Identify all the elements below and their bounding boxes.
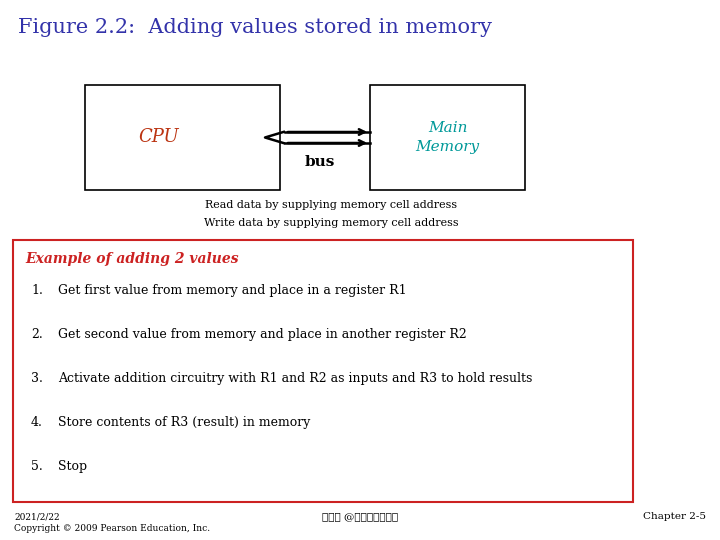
Text: CPU: CPU <box>139 129 179 146</box>
Text: Get second value from memory and place in another register R2: Get second value from memory and place i… <box>58 328 467 341</box>
Text: 2021/2/22
Copyright © 2009 Pearson Education, Inc.: 2021/2/22 Copyright © 2009 Pearson Educa… <box>14 512 210 533</box>
Text: Main
Memory: Main Memory <box>415 122 480 154</box>
Text: 3.: 3. <box>31 372 43 385</box>
Text: Figure 2.2:  Adding values stored in memory: Figure 2.2: Adding values stored in memo… <box>18 18 492 37</box>
Text: Store contents of R3 (result) in memory: Store contents of R3 (result) in memory <box>58 416 310 429</box>
Text: Activate addition circuitry with R1 and R2 as inputs and R3 to hold results: Activate addition circuitry with R1 and … <box>58 372 532 385</box>
Bar <box>13 240 633 502</box>
Text: bus: bus <box>305 155 336 169</box>
Text: 4.: 4. <box>31 416 43 429</box>
Text: 2.: 2. <box>31 328 42 341</box>
Text: 1.: 1. <box>31 284 43 297</box>
Text: Get first value from memory and place in a register R1: Get first value from memory and place in… <box>58 284 407 297</box>
Text: Write data by supplying memory cell address: Write data by supplying memory cell addr… <box>204 218 459 228</box>
Bar <box>85 85 280 190</box>
Text: Example of adding 2 values: Example of adding 2 values <box>25 252 238 266</box>
Text: Chapter 2-5: Chapter 2-5 <box>643 512 706 521</box>
Text: 蒂文能 @交通大學資工系: 蒂文能 @交通大學資工系 <box>322 512 398 521</box>
Text: Read data by supplying memory cell address: Read data by supplying memory cell addre… <box>205 200 457 210</box>
Text: 5.: 5. <box>31 460 42 473</box>
Text: Stop: Stop <box>58 460 87 473</box>
Bar <box>370 85 525 190</box>
